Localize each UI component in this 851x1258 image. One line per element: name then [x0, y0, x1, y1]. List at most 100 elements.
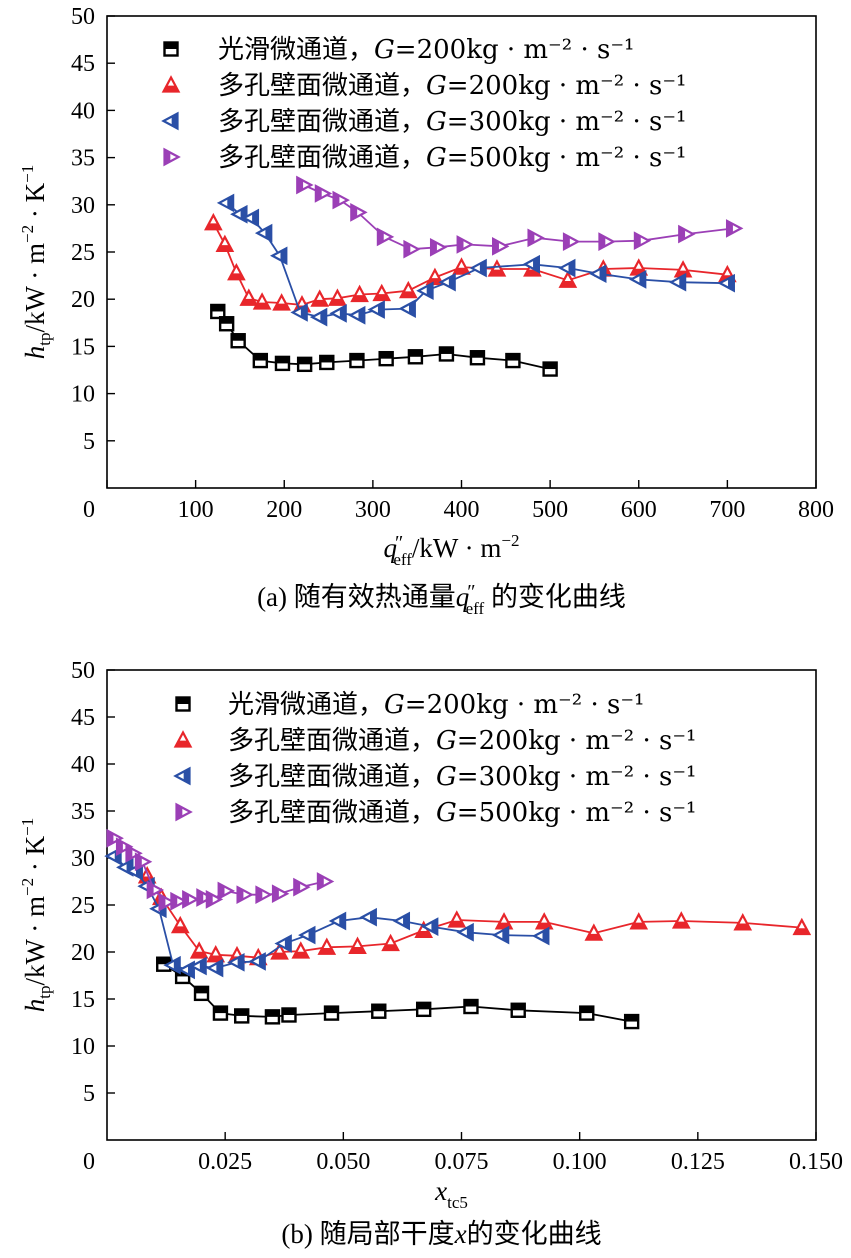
data-point-fill [543, 362, 557, 370]
data-point-fill [449, 920, 465, 927]
x-tick-label: 700 [709, 497, 745, 523]
legend-label-g: G [436, 798, 457, 828]
legend-entry: 多孔壁面微通道，G=500kg · m⁻² · s⁻¹ [163, 143, 686, 173]
y-tick-label: 10 [71, 1034, 95, 1060]
data-point-fill [586, 933, 602, 940]
data-point-fill [457, 236, 464, 252]
data-point-fill [735, 923, 751, 930]
data-point-fill [675, 270, 691, 277]
origin-label: 0 [83, 1149, 95, 1175]
data-point-fill [351, 204, 358, 220]
legend-marker-fill [175, 740, 191, 747]
legend-marker-fill [171, 113, 178, 129]
legend-marker-fill [183, 768, 190, 784]
data-point-fill [426, 283, 433, 299]
y-tick-label: 10 [71, 382, 95, 408]
data-point-fill [206, 891, 213, 907]
data-point-fill [639, 271, 646, 287]
data-point-fill [176, 969, 190, 977]
data-point-fill [147, 882, 154, 898]
data-point-fill [374, 294, 390, 301]
data-point-fill [427, 278, 443, 284]
x-tick-label: 0.125 [671, 1149, 725, 1175]
y-tick-label: 35 [71, 146, 95, 172]
caption-prefix: (a) 随有效热通量 [257, 582, 456, 612]
legend-label-main: 多孔壁面微通道， [218, 107, 426, 137]
data-point-fill [274, 303, 290, 310]
x-tick-label: 800 [798, 497, 834, 523]
x-axis-var: x [434, 1176, 447, 1206]
data-point-fill [208, 955, 224, 962]
legend-marker-fill [176, 804, 183, 820]
x-tick-label: 0.025 [198, 1149, 252, 1175]
series-line [212, 222, 728, 306]
legend-label-g: G [426, 143, 447, 173]
x-tick-label: 400 [444, 497, 480, 523]
data-point-fill [448, 274, 455, 290]
y-tick-label: 25 [71, 240, 95, 266]
data-point-fill [493, 238, 499, 254]
data-point-fill [408, 301, 415, 317]
x-tick-label: 300 [355, 497, 391, 523]
origin-label: 0 [83, 497, 95, 523]
x-axis-title: q″ eff/kW · m−2 [384, 531, 520, 569]
data-point-fill [172, 926, 188, 933]
data-point-fill [542, 928, 549, 944]
legend-entry: 光滑微通道，G=200kg · m⁻² · s⁻¹ [175, 690, 644, 720]
x-tick-label: 0.050 [316, 1149, 370, 1175]
x-axis-sub: eff [393, 550, 412, 569]
y-axis-sub: tp [35, 985, 54, 998]
data-point-fill [417, 1002, 431, 1010]
caption-prefix: (b) 随局部干度 [281, 1219, 454, 1249]
data-point-fill [280, 248, 287, 264]
chart-panel-a: 5 10 15 20 25 30 35 40 45 50 100 200 300 400 500 600 700… [18, 4, 834, 618]
legend-label-g: G [436, 762, 457, 792]
legend-label-main: 多孔壁面微通道， [228, 762, 436, 792]
data-point-fill [258, 953, 265, 969]
caption-suffix: 的变化曲线 [484, 582, 626, 612]
legend-label-rest: =200kg · m⁻² · s⁻¹ [395, 35, 635, 65]
y-axis-mid: · K [20, 182, 50, 224]
data-point-fill [297, 177, 304, 193]
data-point-fill [218, 883, 225, 899]
caption-suffix: 的变化曲线 [467, 1219, 602, 1249]
data-point-fill [339, 913, 346, 929]
data-point-fill [511, 1003, 525, 1011]
caption-prime: ″ [467, 581, 475, 603]
data-point-fill [273, 886, 279, 902]
legend-label: 多孔壁面微通道，G=200kg · m⁻² · s⁻¹ [218, 71, 686, 101]
legend-label-main: 多孔壁面微通道， [218, 143, 426, 173]
legend-label-main: 多孔壁面微通道， [218, 71, 426, 101]
y-axis-sup2: −1 [18, 165, 37, 183]
x-tick-label: 100 [178, 497, 214, 523]
x-axis-sub: tc5 [447, 1193, 468, 1212]
legend-entry: 多孔壁面微通道，G=500kg · m⁻² · s⁻¹ [175, 798, 696, 828]
y-tick-label: 40 [71, 752, 95, 778]
data-point-fill [253, 354, 267, 361]
y-tick-label: 15 [71, 334, 95, 360]
y-tick-label: 50 [71, 4, 95, 30]
data-point-fill [679, 226, 686, 242]
data-point-fill [256, 887, 263, 903]
data-point-fill [466, 924, 473, 940]
legend-label-main: 多孔壁面微通道， [228, 726, 436, 756]
data-point-fill [379, 352, 393, 359]
data-point-fill [377, 302, 384, 318]
data-point-fill [536, 922, 552, 929]
data-point-fill [228, 273, 244, 280]
data-point-fill [506, 354, 520, 361]
data-point-fill [220, 317, 234, 324]
y-tick-label: 50 [71, 658, 95, 684]
data-point-fill [237, 887, 244, 903]
x-axis-unit: /kW · m [412, 533, 502, 563]
y-tick-label: 25 [71, 893, 95, 919]
y-axis-sup1: −2 [18, 225, 37, 243]
data-point-fill [173, 957, 180, 973]
data-point-fill [183, 891, 190, 907]
data-point-fill [528, 230, 535, 246]
data-point-fill [329, 298, 345, 305]
panel-caption: (a) 随有效热通量q″ eff 的变化曲线 [257, 581, 626, 618]
y-tick-label: 45 [71, 705, 95, 731]
data-point-fill [416, 931, 432, 937]
data-point-fill [197, 889, 204, 905]
